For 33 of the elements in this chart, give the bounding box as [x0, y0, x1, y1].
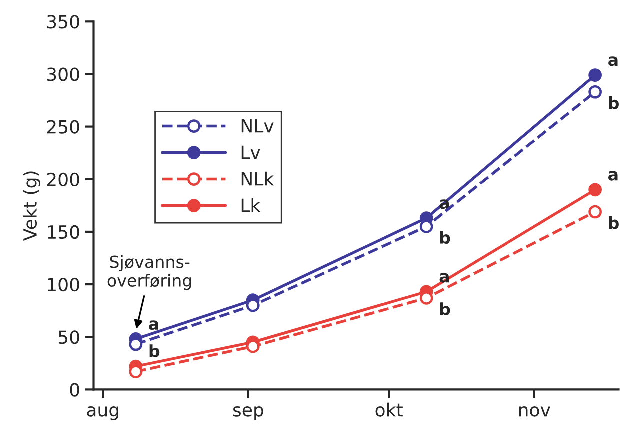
point	[129, 365, 143, 378]
annotation: b	[150, 344, 160, 358]
legend-label: Lv	[242, 146, 260, 160]
y-tick-label: 300	[47, 68, 80, 82]
x-tick-label: nov	[519, 406, 550, 417]
y-tick-label: 250	[47, 120, 80, 134]
legend-label: Lk	[242, 198, 261, 212]
point	[588, 205, 602, 219]
y-tick-label: 100	[48, 278, 80, 292]
point	[588, 85, 602, 99]
x-tick-label: sep	[233, 406, 264, 420]
point	[420, 292, 434, 305]
y-tick-label: 0	[70, 383, 80, 397]
point	[588, 68, 602, 82]
point	[420, 220, 434, 234]
y-tick-label: 200	[47, 172, 80, 186]
annotation: b	[440, 231, 450, 244]
annotation: Sjøvanns- overføring	[108, 255, 192, 290]
y-tick-label: 50	[58, 330, 80, 344]
annotation: b	[440, 302, 450, 316]
annotation: a	[149, 320, 158, 330]
x-tick-label: aug	[87, 406, 118, 420]
legend-label: NLk	[242, 172, 274, 186]
annotation: a	[608, 171, 618, 181]
y-axis-title: Vekt (g)	[23, 172, 41, 241]
legend-label: NLv	[242, 119, 274, 133]
annotation: a	[608, 56, 618, 66]
annotation: b	[609, 96, 619, 110]
annotation: b	[609, 216, 619, 230]
y-tick-label: 350	[47, 15, 80, 29]
point	[588, 183, 602, 197]
y-tick-label: 150	[48, 225, 80, 240]
x-tick-label: okt	[376, 402, 403, 417]
